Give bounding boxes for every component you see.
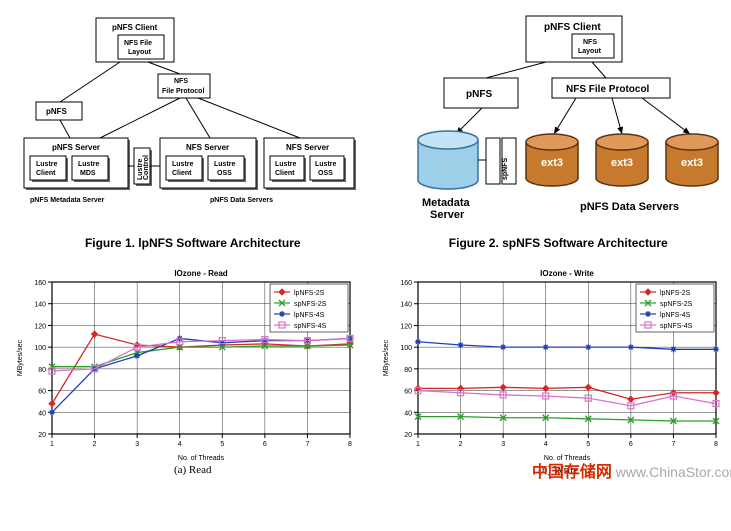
svg-text:4: 4 (543, 441, 547, 448)
svg-text:100: 100 (400, 345, 412, 352)
svg-text:2: 2 (93, 441, 97, 448)
svg-text:20: 20 (404, 432, 412, 439)
svg-text:160: 160 (400, 280, 412, 287)
svg-text:spNFS-2S: spNFS-2S (294, 301, 327, 308)
svg-text:Layout: Layout (578, 48, 602, 55)
f1-proto2: File Protocol (162, 88, 204, 95)
svg-text:5: 5 (220, 441, 224, 448)
figure2-panel: pNFS Client NFS Layout pNFS NFS File Pro… (376, 10, 731, 264)
svg-text:IOzone - Write: IOzone - Write (540, 269, 594, 278)
svg-text:No. of Threads: No. of Threads (178, 455, 225, 462)
svg-text:MBytes/sec: MBytes/sec (383, 339, 390, 376)
svg-text:40: 40 (404, 410, 412, 417)
figure1-panel: pNFS Client NFS File Layout NFS File Pro… (10, 10, 376, 264)
svg-text:Lustre: Lustre (315, 161, 337, 168)
metadata-cylinder (418, 131, 478, 189)
svg-text:pNFS Metadata Server: pNFS Metadata Server (30, 197, 105, 204)
svg-text:Lustre: Lustre (36, 161, 58, 168)
svg-text:140: 140 (400, 302, 412, 309)
svg-text:2: 2 (458, 441, 462, 448)
svg-text:160: 160 (34, 280, 46, 287)
svg-text:Client: Client (36, 170, 56, 177)
svg-text:MDS: MDS (80, 170, 96, 177)
svg-text:NFS Server: NFS Server (286, 143, 329, 152)
svg-text:80: 80 (404, 367, 412, 374)
chart-a-svg: 1 2 3 4 5 6 7 8 20 40 60 80 100 120 140 160 IOzone - Rea… (10, 264, 360, 464)
f1-server1: pNFS Server (52, 143, 100, 152)
ext3-3: ext3 (666, 134, 718, 186)
watermark: 中国存储网 www.ChinaStor.com (532, 458, 731, 482)
svg-text:120: 120 (400, 323, 412, 330)
f1-layout1: NFS File (124, 40, 152, 47)
svg-text:ext3: ext3 (541, 157, 563, 169)
svg-text:3: 3 (501, 441, 505, 448)
svg-text:Server: Server (430, 209, 465, 221)
svg-text:8: 8 (348, 441, 352, 448)
svg-text:NFS File Protocol: NFS File Protocol (566, 84, 650, 95)
f1-proto1: NFS (174, 78, 188, 85)
svg-text:spNFS-2S: spNFS-2S (660, 301, 693, 308)
figure1-svg: pNFS Client NFS File Layout NFS File Pro… (10, 10, 360, 230)
f1-layout2: Layout (128, 49, 152, 56)
svg-text:Control: Control (143, 155, 150, 180)
svg-text:3: 3 (135, 441, 139, 448)
svg-text:60: 60 (38, 389, 46, 396)
svg-text:5: 5 (586, 441, 590, 448)
svg-text:8: 8 (714, 441, 718, 448)
svg-text:pNFS Client: pNFS Client (544, 22, 601, 33)
svg-text:pNFS: pNFS (466, 89, 492, 100)
svg-text:1: 1 (50, 441, 54, 448)
svg-text:7: 7 (305, 441, 309, 448)
svg-text:1: 1 (416, 441, 420, 448)
svg-text:pNFS Data Servers: pNFS Data Servers (210, 197, 273, 204)
svg-text:Lustre: Lustre (214, 161, 236, 168)
svg-text:40: 40 (38, 410, 46, 417)
figure1-caption: Figure 1. lpNFS Software Architecture (10, 236, 376, 250)
svg-text:lpNFS-2S: lpNFS-2S (294, 290, 325, 297)
svg-text:lpNFS-4S: lpNFS-4S (660, 312, 691, 319)
chart-a-panel: 1 2 3 4 5 6 7 8 20 40 60 80 100 120 140 160 IOzone - Rea… (10, 264, 376, 476)
f1-client: pNFS Client (112, 23, 158, 32)
svg-text:Lustre: Lustre (78, 161, 100, 168)
svg-text:20: 20 (38, 432, 46, 439)
svg-text:4: 4 (178, 441, 182, 448)
svg-text:6: 6 (263, 441, 267, 448)
chart-a-sub: (a) Read (10, 464, 376, 476)
svg-text:100: 100 (34, 345, 46, 352)
f1-pnfs: pNFS (46, 107, 68, 116)
figure2-caption: Figure 2. spNFS Software Architecture (376, 236, 731, 250)
svg-text:OSS: OSS (217, 170, 232, 177)
ext3-2: ext3 (596, 134, 648, 186)
svg-text:NFS: NFS (583, 39, 597, 46)
svg-text:Client: Client (275, 170, 295, 177)
svg-text:140: 140 (34, 302, 46, 309)
svg-text:IOzone - Read: IOzone - Read (174, 269, 227, 278)
svg-text:ext3: ext3 (611, 157, 633, 169)
svg-text:7: 7 (671, 441, 675, 448)
svg-text:Client: Client (172, 170, 192, 177)
svg-text:lpNFS-2S: lpNFS-2S (660, 290, 691, 297)
svg-text:MBytes/sec: MBytes/sec (17, 339, 24, 376)
svg-text:OSS: OSS (318, 170, 333, 177)
svg-text:NFS Server: NFS Server (186, 143, 229, 152)
ext3-1: ext3 (526, 134, 578, 186)
svg-text:80: 80 (38, 367, 46, 374)
figure2-svg: pNFS Client NFS Layout pNFS NFS File Pro… (376, 10, 731, 230)
svg-text:120: 120 (34, 323, 46, 330)
svg-text:Lustre: Lustre (172, 161, 194, 168)
svg-text:Lustre: Lustre (275, 161, 297, 168)
chart-b-panel: 1 2 3 4 5 6 7 8 20 40 60 80 100 120 140 160 IOzone - Wri… (376, 264, 731, 476)
svg-text:spNFS-4S: spNFS-4S (660, 323, 693, 330)
svg-text:lpNFS-4S: lpNFS-4S (294, 312, 325, 319)
chart-b-svg: 1 2 3 4 5 6 7 8 20 40 60 80 100 120 140 160 IOzone - Wri… (376, 264, 726, 464)
svg-text:6: 6 (628, 441, 632, 448)
svg-text:Metadata: Metadata (422, 197, 471, 209)
svg-text:pNFS Data Servers: pNFS Data Servers (580, 201, 679, 213)
svg-text:spNFS: spNFS (502, 158, 509, 181)
svg-text:spNFS-4S: spNFS-4S (294, 323, 327, 330)
svg-text:ext3: ext3 (681, 157, 703, 169)
svg-text:60: 60 (404, 389, 412, 396)
